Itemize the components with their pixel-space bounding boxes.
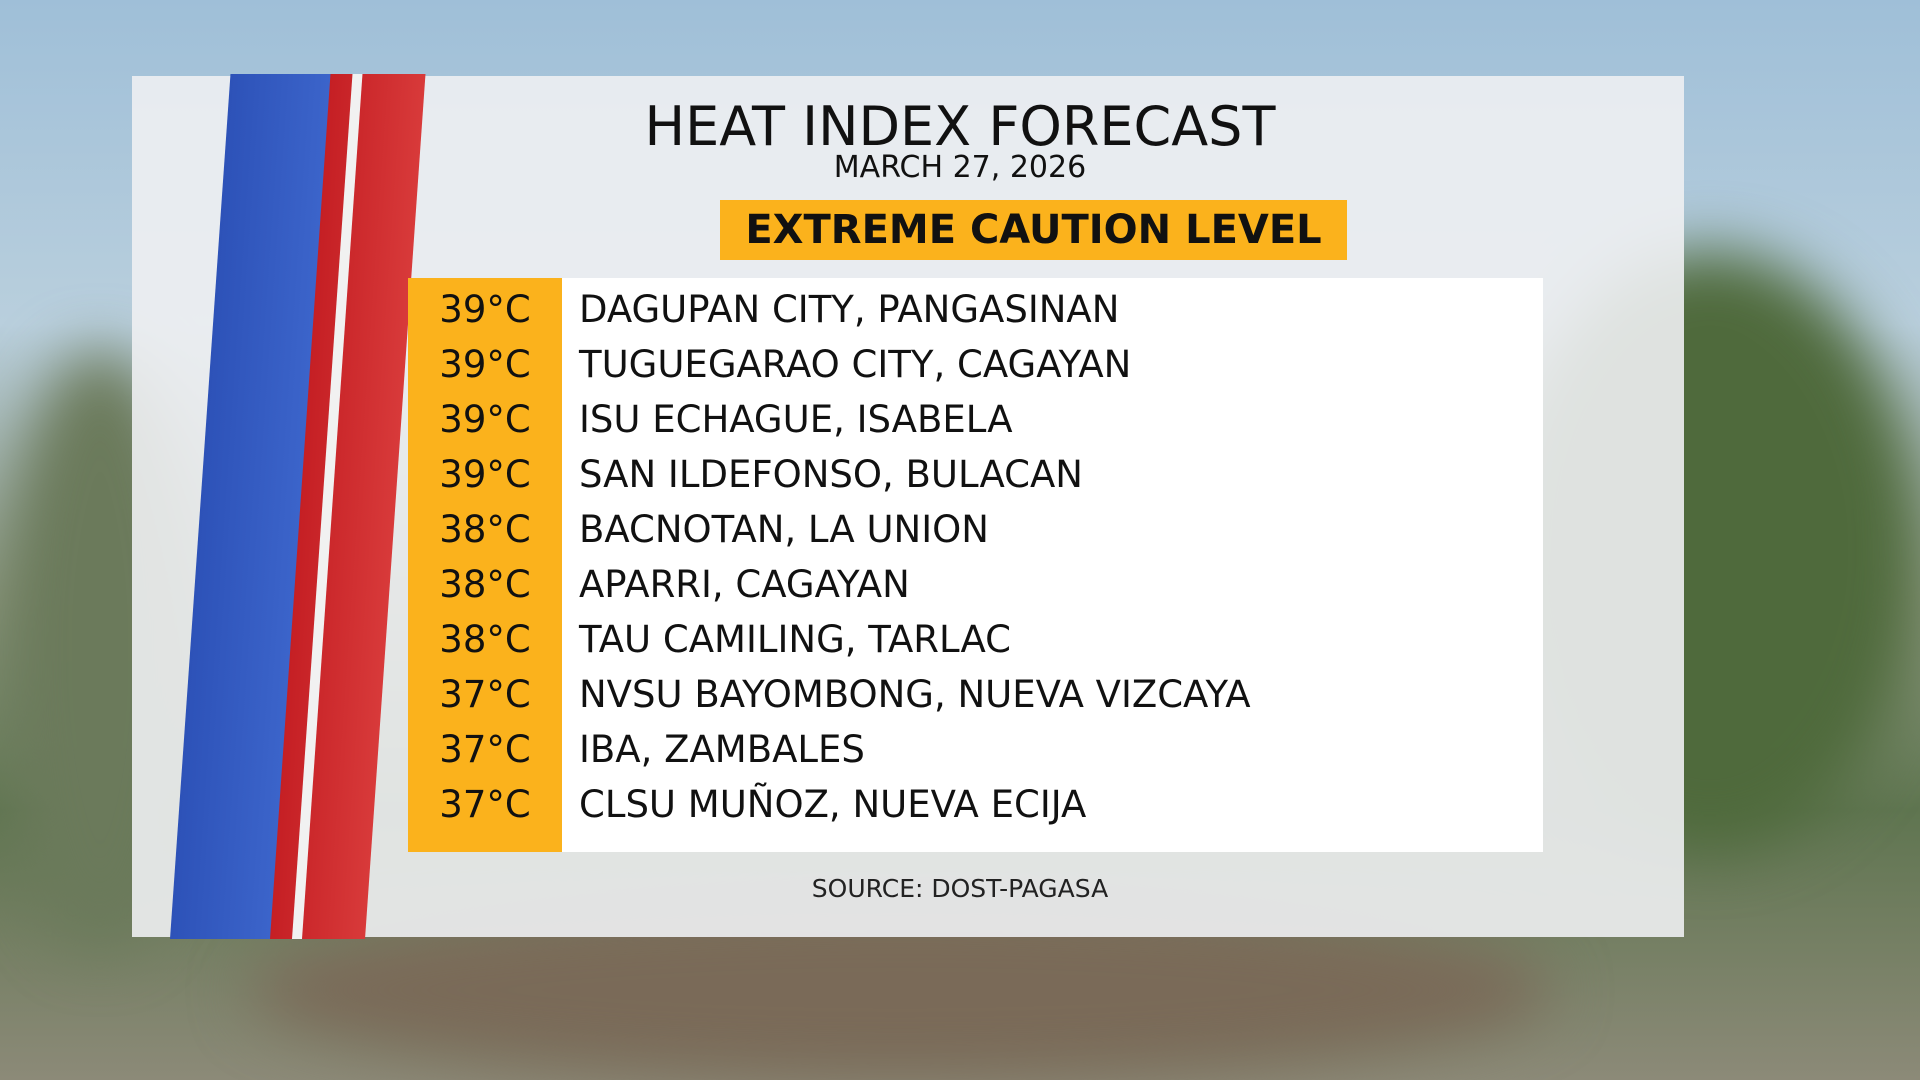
temperature: 38°C (439, 563, 531, 606)
table-row: 38°C BACNOTAN, LA UNION (408, 502, 1543, 557)
temperature: 37°C (439, 728, 531, 771)
table-row: 39°C TUGUEGARAO CITY, CAGAYAN (408, 337, 1543, 392)
location: TAU CAMILING, TARLAC (579, 618, 1011, 661)
temperature: 39°C (439, 343, 531, 386)
table-row: 38°C TAU CAMILING, TARLAC (408, 612, 1543, 667)
temperature: 37°C (439, 783, 531, 826)
table-row: 37°C NVSU BAYOMBONG, NUEVA VIZCAYA (408, 667, 1543, 722)
level-banner: EXTREME CAUTION LEVEL (720, 200, 1347, 260)
title: HEAT INDEX FORECAST (644, 95, 1276, 158)
table-row: 37°C IBA, ZAMBALES (408, 722, 1543, 777)
location: ISU ECHAGUE, ISABELA (579, 398, 1013, 441)
table-row: 39°C DAGUPAN CITY, PANGASINAN (408, 282, 1543, 337)
temperature: 39°C (439, 398, 531, 441)
location: BACNOTAN, LA UNION (579, 508, 989, 551)
table: 39°C DAGUPAN CITY, PANGASINAN 39°C TUGUEGAR… (408, 278, 1543, 852)
location: APARRI, CAGAYAN (579, 563, 910, 606)
table-row: 39°C ISU ECHAGUE, ISABELA (408, 392, 1543, 447)
location: TUGUEGARAO CITY, CAGAYAN (579, 343, 1132, 386)
table-row: 39°C SAN ILDEFONSO, BULACAN (408, 447, 1543, 502)
temperature: 39°C (439, 288, 531, 331)
temperature: 38°C (439, 508, 531, 551)
temp-column (408, 278, 562, 852)
table-row: 37°C CLSU MUÑOZ, NUEVA ECIJA (408, 777, 1543, 832)
date: MARCH 27, 2026 (833, 150, 1087, 185)
location: DAGUPAN CITY, PANGASINAN (579, 288, 1120, 331)
table-row: 38°C APARRI, CAGAYAN (408, 557, 1543, 612)
temperature: 37°C (439, 673, 531, 716)
location: SAN ILDEFONSO, BULACAN (579, 453, 1083, 496)
temperature: 39°C (439, 453, 531, 496)
location: IBA, ZAMBALES (579, 728, 865, 771)
location: CLSU MUÑOZ, NUEVA ECIJA (579, 783, 1087, 826)
location: NVSU BAYOMBONG, NUEVA VIZCAYA (579, 673, 1251, 716)
temperature: 38°C (439, 618, 531, 661)
source: SOURCE: DOST-PAGASA (811, 874, 1109, 903)
